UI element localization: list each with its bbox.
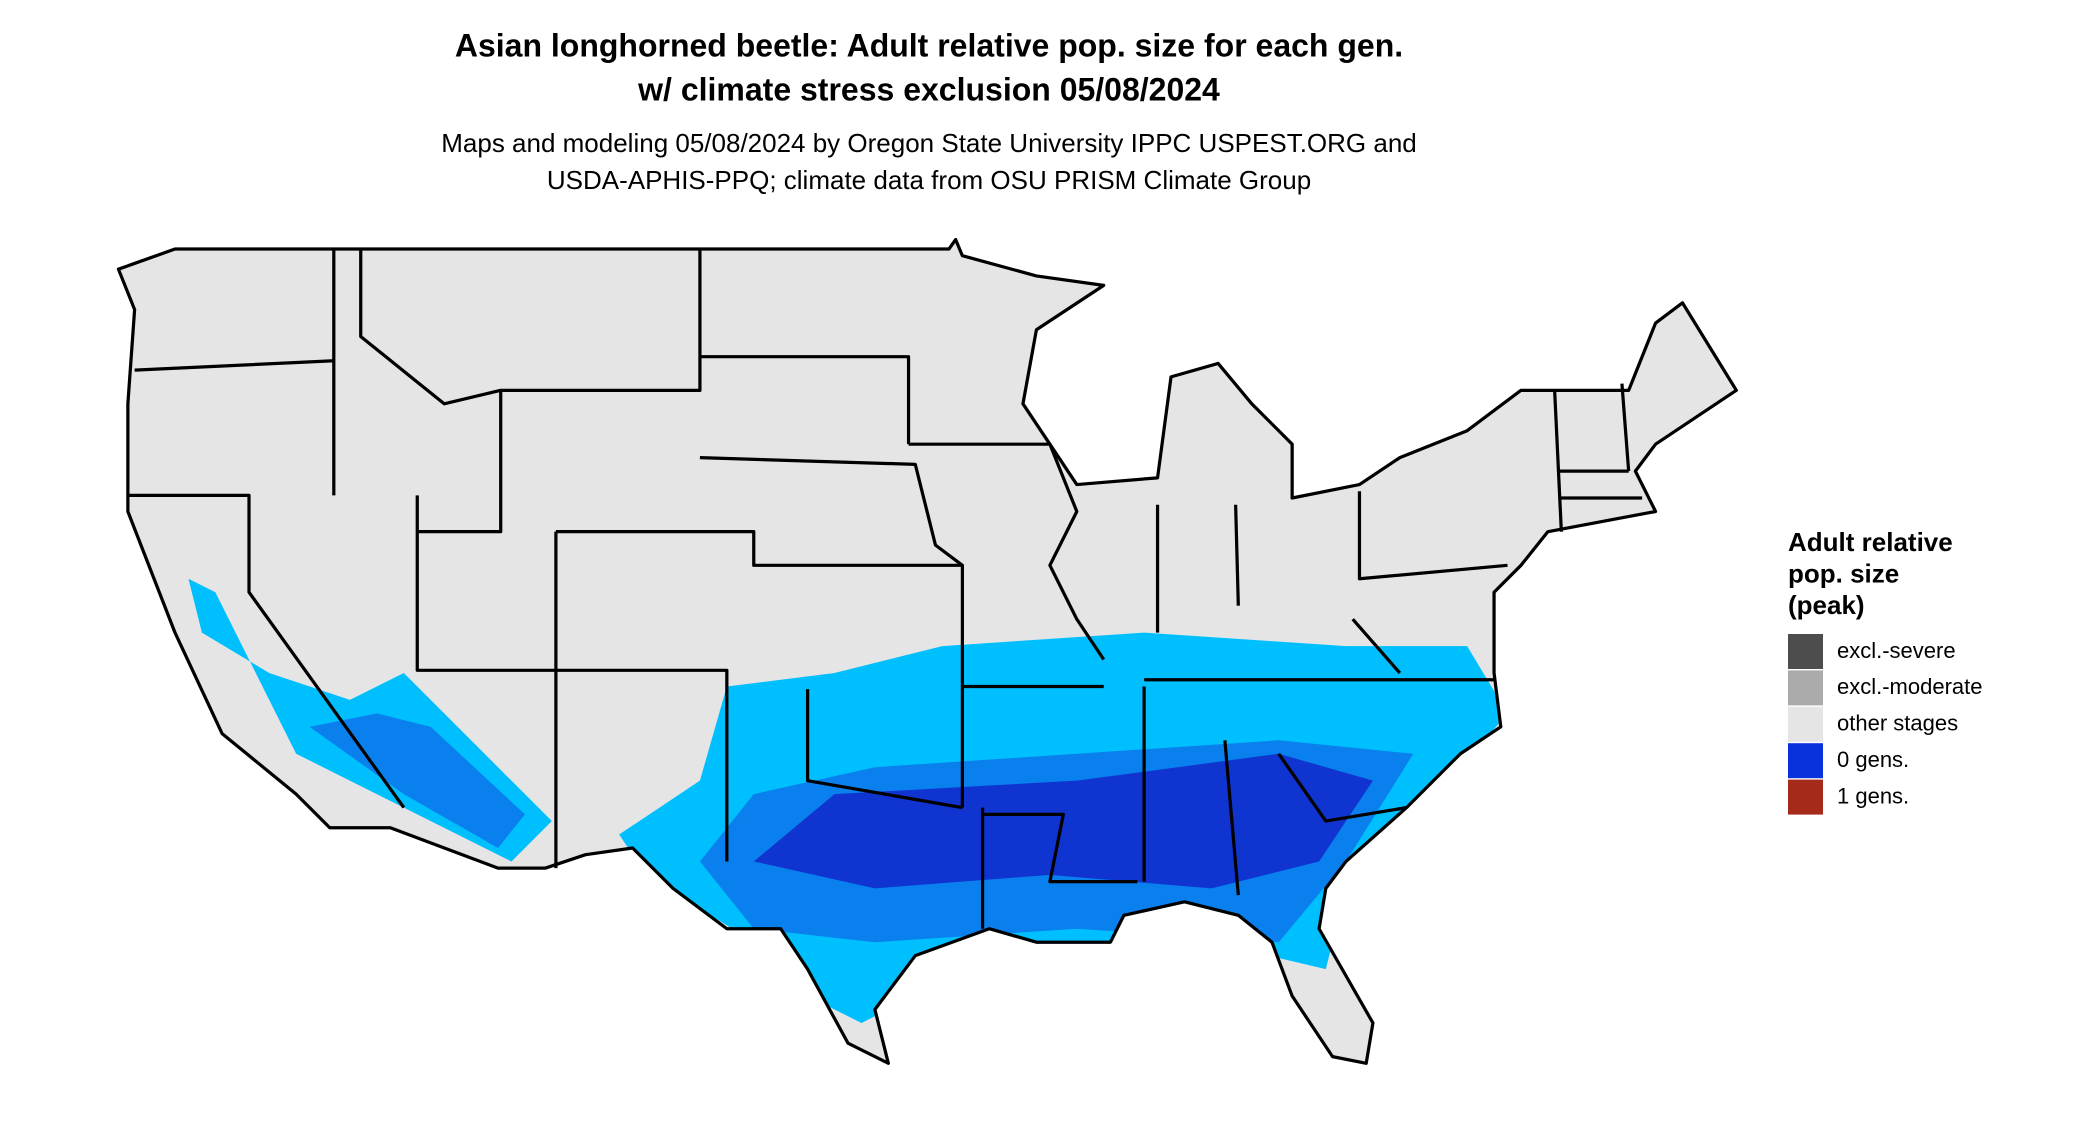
legend-title: pop. size	[1788, 558, 1899, 588]
legend-swatch	[1788, 743, 1823, 779]
legend-swatch	[1788, 634, 1823, 669]
legend-title: Adult relative	[1788, 527, 1953, 557]
legend-label: other stages	[1837, 711, 1958, 736]
subtitle-line: USDA-APHIS-PPQ; climate data from OSU PR…	[547, 165, 1311, 195]
us-outline	[116, 237, 1738, 1065]
legend-title: (peak)	[1788, 590, 1865, 620]
legend-label: excl.-severe	[1837, 638, 1956, 663]
title-line: Asian longhorned beetle: Adult relative …	[455, 27, 1403, 63]
state-line	[127, 249, 1643, 929]
legend-label: 1 gens.	[1837, 783, 1909, 808]
legend-swatch	[1788, 670, 1823, 706]
map	[116, 237, 1738, 1065]
legend-label: excl.-moderate	[1837, 674, 1983, 699]
title-line: w/ climate stress exclusion 05/08/2024	[637, 71, 1220, 107]
legend-swatch	[1788, 706, 1823, 742]
legend-swatch	[1788, 779, 1823, 815]
subtitle-line: Maps and modeling 05/08/2024 by Oregon S…	[441, 128, 1417, 158]
state-borders	[116, 237, 1738, 1065]
legend-label: 0 gens.	[1837, 747, 1909, 772]
